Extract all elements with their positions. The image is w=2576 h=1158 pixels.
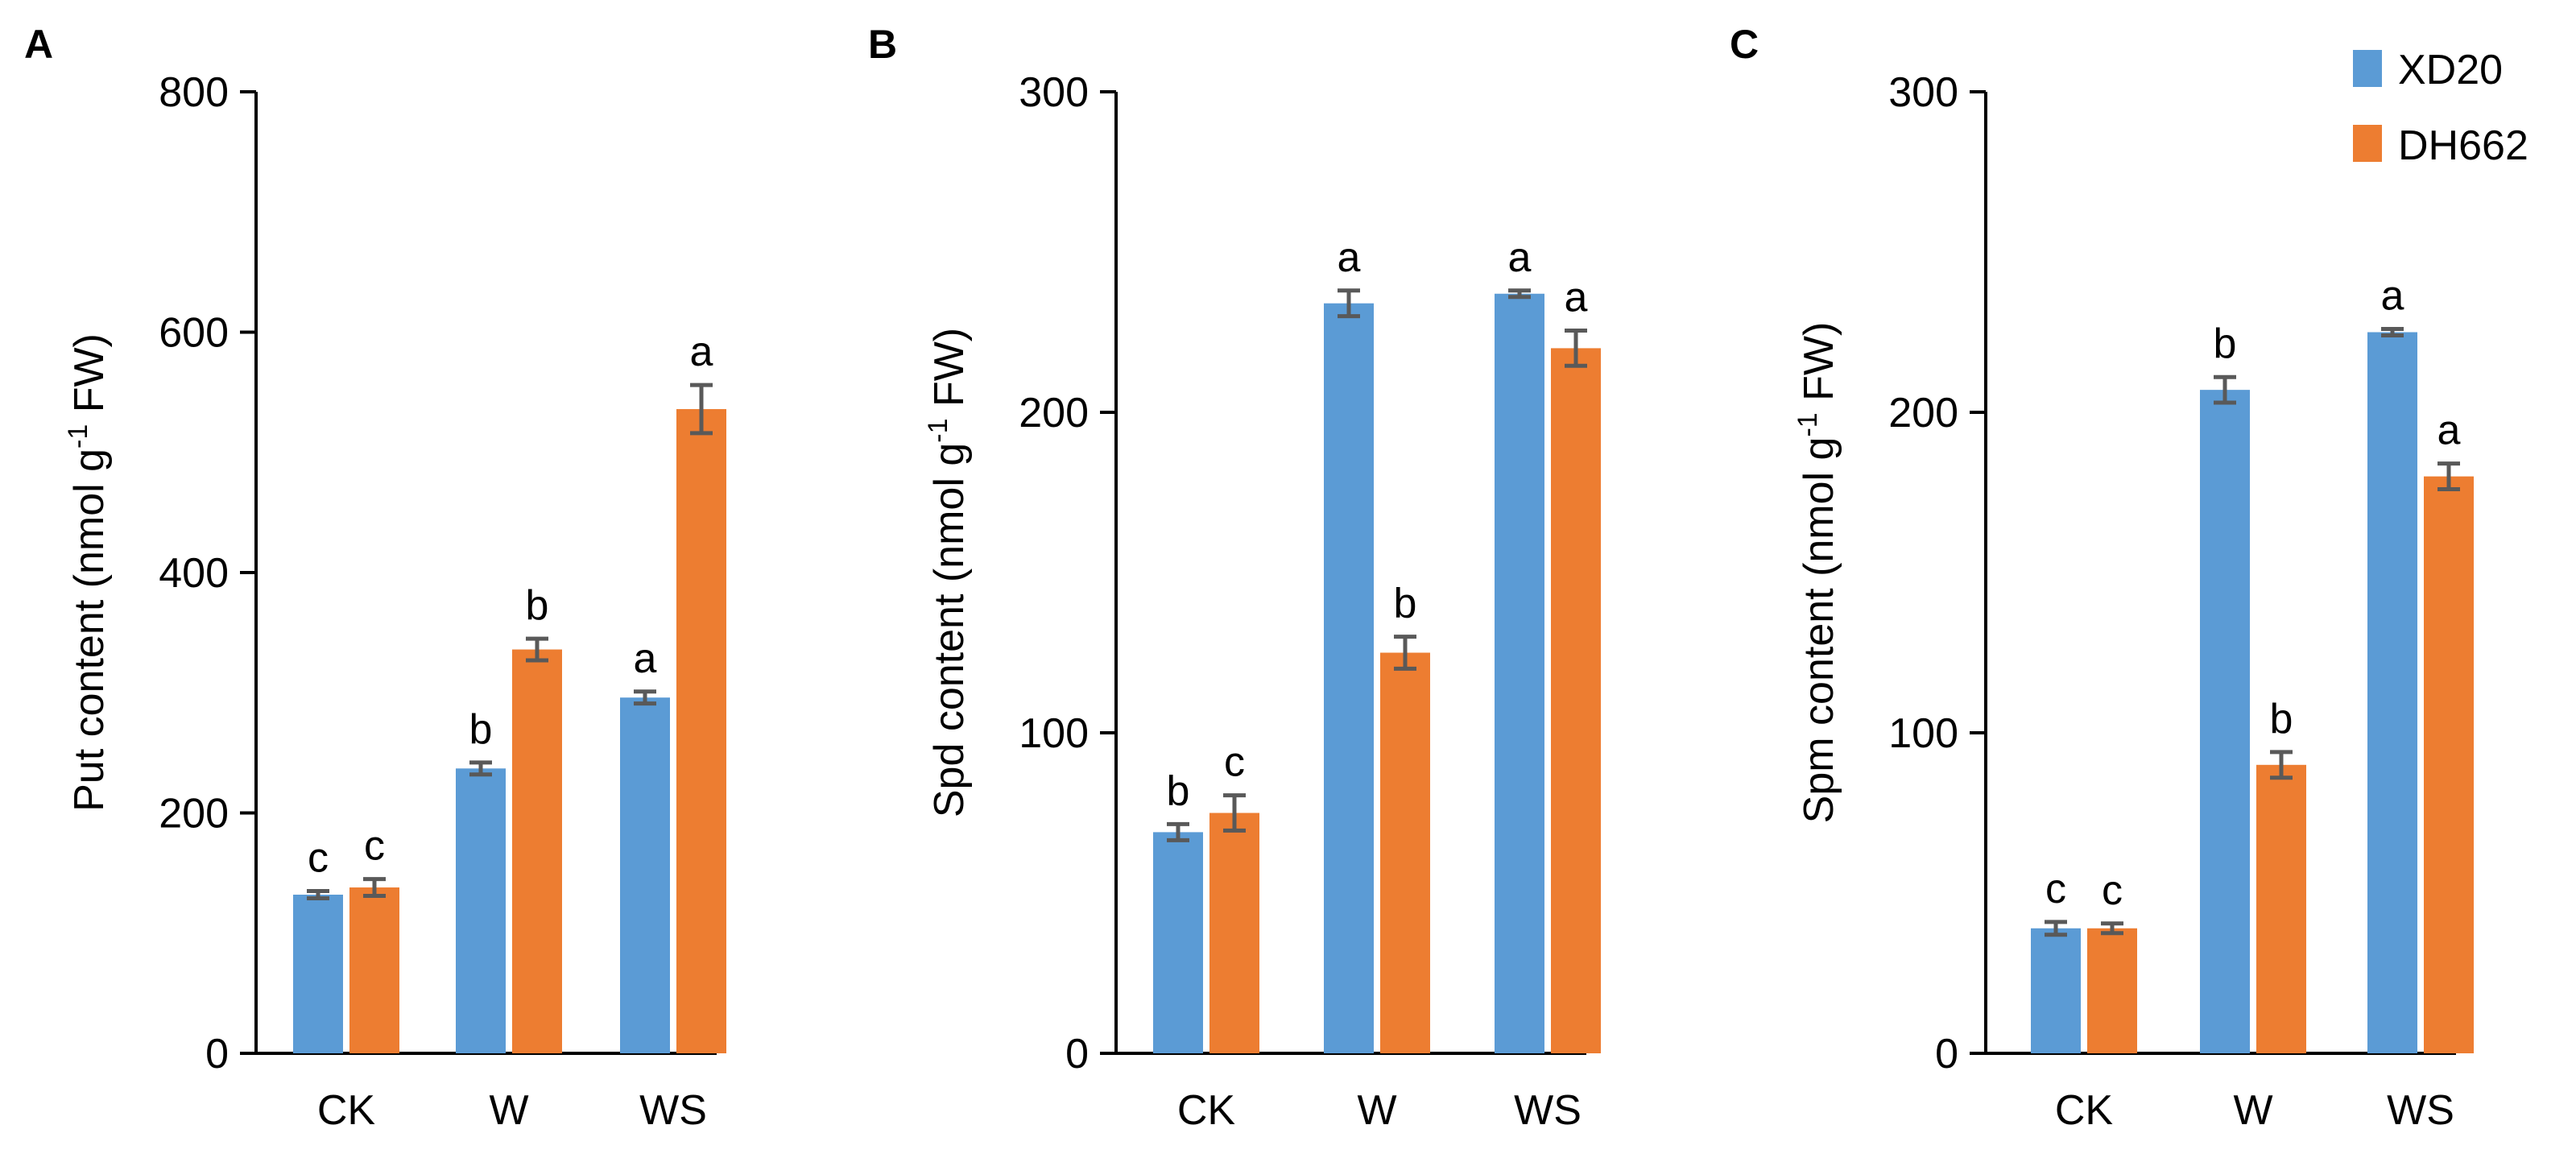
bar-dh662-ck: [2087, 928, 2137, 1053]
significance-label: a: [1338, 234, 1361, 281]
y-axis-title: Put content (nmol g-1 FW): [63, 333, 113, 812]
significance-label: c: [364, 823, 385, 870]
significance-label: b: [2270, 696, 2293, 742]
category-label: CK: [2055, 1087, 2114, 1134]
category-label: CK: [317, 1087, 376, 1134]
bar-xd20-w: [1324, 303, 1374, 1053]
bar-xd20-ck: [2031, 928, 2081, 1053]
bar-dh662-ck: [1209, 813, 1259, 1053]
panel-letter-b: B: [868, 22, 897, 67]
bar-dh662-w: [2256, 764, 2306, 1053]
significance-label: a: [2437, 407, 2461, 454]
y-axis-title: Spd content (nmol g-1 FW): [923, 328, 973, 817]
bar-dh662-w: [512, 649, 562, 1053]
significance-label: a: [1565, 275, 1588, 321]
category-label: WS: [639, 1087, 707, 1134]
legend-label-dh662: DH662: [2398, 122, 2528, 169]
bar-dh662-ws: [1551, 348, 1601, 1053]
chart-panel-b: 0 100 200 300 Spd content (nmol g-1 FW) CK W WS…: [923, 69, 1601, 1134]
panel-letter-a: A: [24, 22, 53, 67]
significance-label: b: [1167, 767, 1190, 814]
bar-xd20-ws: [1495, 293, 1544, 1053]
bar-xd20-ws: [620, 697, 670, 1053]
category-label: CK: [1177, 1087, 1236, 1134]
y-tick-label: 600: [159, 310, 229, 357]
bar-dh662-ws: [676, 409, 726, 1053]
legend-swatch-xd20: [2353, 50, 2382, 87]
legend-label-xd20: XD20: [2398, 47, 2503, 93]
panel-letter-c: C: [1730, 22, 1759, 67]
significance-label: a: [634, 635, 657, 682]
bar-xd20-w: [456, 768, 506, 1053]
chart-panel-c: 0 100 200 300 Spm content (nmol g-1 FW) CK W WS…: [1792, 69, 2474, 1134]
significance-label: b: [2214, 321, 2237, 367]
y-tick-label: 200: [1019, 390, 1089, 436]
significance-label: c: [308, 835, 329, 882]
bar-xd20-ck: [1153, 832, 1203, 1053]
significance-label: b: [469, 706, 493, 753]
significance-label: c: [1224, 739, 1245, 786]
bar-xd20-w: [2200, 390, 2250, 1053]
bar-dh662-ck: [349, 887, 399, 1053]
category-label: WS: [1514, 1087, 1582, 1134]
y-tick-label: 200: [159, 791, 229, 837]
bar-xd20-ck: [293, 894, 343, 1053]
y-tick-label: 100: [1019, 710, 1089, 757]
significance-label: a: [2381, 273, 2404, 320]
significance-label: c: [2045, 866, 2066, 912]
category-label: W: [1357, 1087, 1396, 1134]
category-label: W: [2233, 1087, 2272, 1134]
significance-label: a: [1508, 234, 1532, 281]
y-axis-title: Spm content (nmol g-1 FW): [1792, 322, 1842, 824]
bar-xd20-ws: [2367, 332, 2417, 1053]
bar-dh662-ws: [2424, 476, 2474, 1053]
y-tick-label: 300: [1888, 69, 1958, 116]
category-label: W: [489, 1087, 528, 1134]
y-tick-label: 300: [1019, 69, 1089, 116]
category-label: WS: [2387, 1087, 2454, 1134]
chart-panel-a: 0 200 400 600 800 Put content (nmol g-1 FW) CK…: [63, 69, 726, 1134]
significance-label: b: [526, 582, 549, 629]
significance-label: b: [1394, 581, 1417, 627]
y-tick-label: 100: [1888, 710, 1958, 757]
significance-label: c: [2102, 867, 2123, 914]
y-tick-label: 0: [1065, 1031, 1089, 1077]
y-tick-label: 0: [1935, 1031, 1958, 1077]
legend-swatch-dh662: [2353, 125, 2382, 162]
legend: XD20 DH662: [2353, 47, 2528, 169]
y-tick-label: 0: [205, 1031, 229, 1077]
y-tick-label: 400: [159, 550, 229, 597]
y-tick-label: 200: [1888, 390, 1958, 436]
y-tick-label: 800: [159, 69, 229, 116]
significance-label: a: [690, 329, 713, 375]
bar-dh662-w: [1380, 652, 1430, 1053]
